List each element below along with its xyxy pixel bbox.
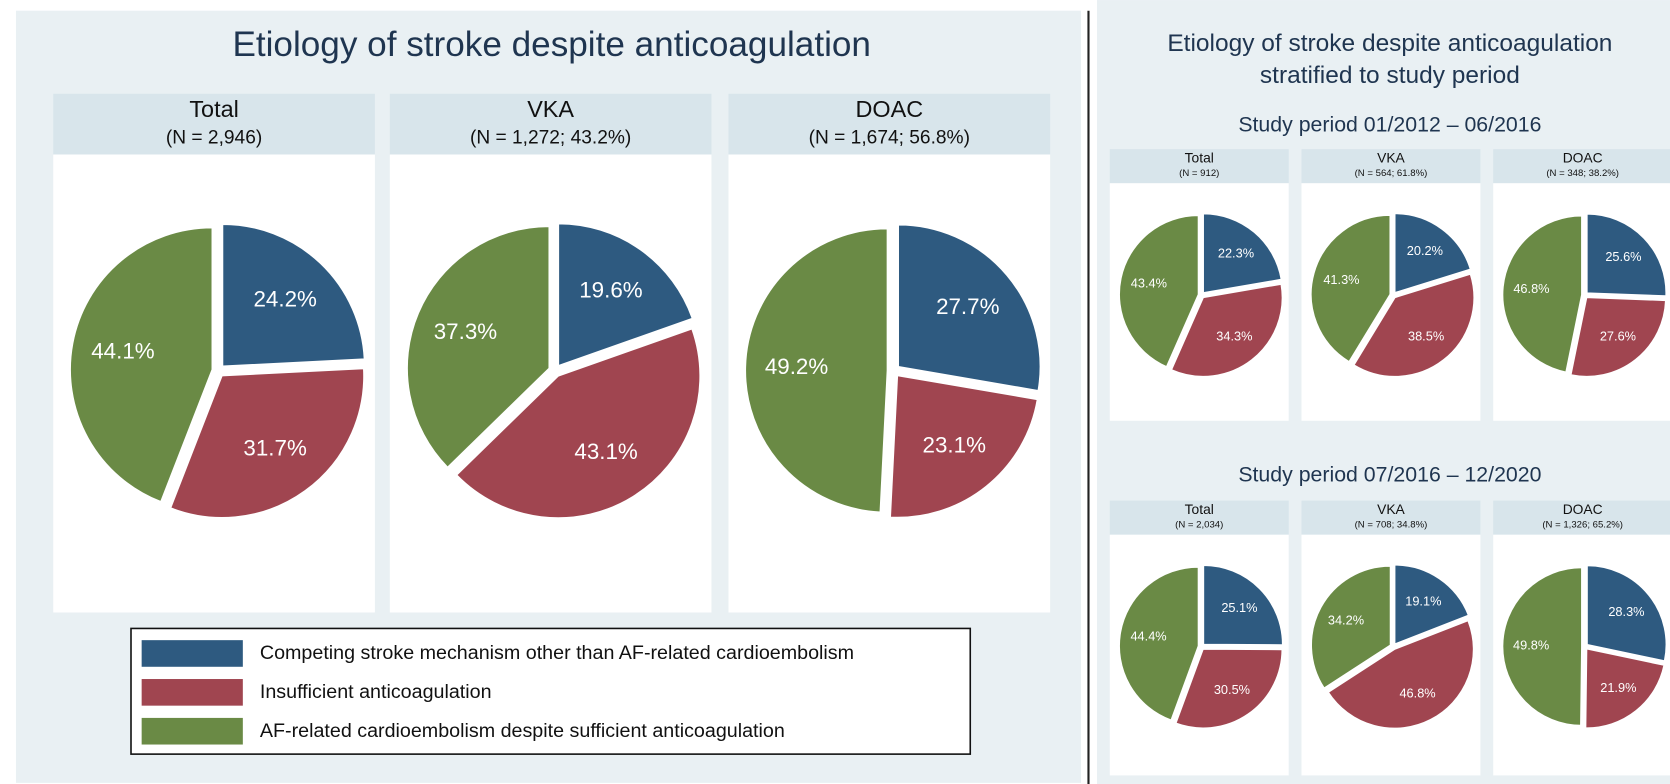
pie-slice bbox=[1310, 214, 1391, 363]
slice-label: 44.1% bbox=[91, 339, 155, 364]
slice-label: 38.5% bbox=[1408, 329, 1444, 344]
pie-subtitle: (N = 708; 34.8%) bbox=[1355, 520, 1428, 531]
slice-label: 19.6% bbox=[579, 277, 643, 302]
pie-slice bbox=[1118, 215, 1199, 368]
pie-title: Total bbox=[1185, 149, 1214, 165]
slice-label: 19.1% bbox=[1405, 594, 1441, 609]
slice-label: 43.4% bbox=[1131, 275, 1167, 290]
legend-label: AF-related cardioembolism despite suffic… bbox=[260, 720, 785, 742]
pie-slice bbox=[1502, 567, 1583, 726]
panel-header bbox=[728, 93, 1051, 155]
pie-slice bbox=[1327, 620, 1474, 729]
pie-subtitle: (N = 348; 38.2%) bbox=[1546, 168, 1619, 179]
slice-label: 41.3% bbox=[1323, 272, 1359, 287]
legend-label: Competing stroke mechanism other than AF… bbox=[260, 642, 854, 664]
slice-label: 37.3% bbox=[434, 319, 498, 344]
panel-header bbox=[1301, 500, 1481, 535]
panel-header bbox=[1109, 149, 1289, 184]
pie-subtitle: (N = 1,326; 65.2%) bbox=[1542, 520, 1623, 531]
pie-slice bbox=[1586, 565, 1667, 662]
pie-slice bbox=[170, 368, 365, 519]
pie-slice bbox=[1502, 215, 1583, 373]
pie-slice bbox=[1585, 648, 1665, 729]
pie-slice bbox=[1118, 566, 1199, 721]
slice-label: 49.8% bbox=[1513, 638, 1549, 653]
slice-label: 25.6% bbox=[1605, 249, 1641, 264]
main-title: Etiology of stroke despite anticoagulati… bbox=[232, 25, 871, 64]
pie-subtitle: (N = 564; 61.8%) bbox=[1355, 168, 1428, 179]
slice-label: 22.3% bbox=[1218, 245, 1254, 260]
panel-header bbox=[1301, 149, 1481, 184]
pie-title: DOAC bbox=[855, 96, 923, 122]
pie-slice bbox=[1394, 564, 1470, 645]
pie-title: VKA bbox=[1377, 501, 1405, 517]
slice-label: 44.4% bbox=[1130, 629, 1166, 644]
slice-label: 25.1% bbox=[1221, 600, 1257, 615]
pie-slice bbox=[1175, 648, 1283, 729]
slice-label: 27.7% bbox=[936, 294, 1000, 319]
side-title: Etiology of stroke despite anticoagulati… bbox=[1167, 30, 1612, 57]
legend-swatch bbox=[141, 679, 243, 706]
pie-title: VKA bbox=[527, 96, 574, 122]
slice-label: 46.8% bbox=[1399, 686, 1435, 701]
pie-title: DOAC bbox=[1563, 149, 1603, 165]
pie-slice bbox=[1353, 273, 1475, 377]
legend-box bbox=[130, 627, 972, 755]
pie-title: Total bbox=[1185, 501, 1214, 517]
panel-header bbox=[1493, 149, 1670, 184]
slice-label: 27.6% bbox=[1600, 329, 1636, 344]
slice-label: 30.5% bbox=[1214, 682, 1250, 697]
slice-label: 28.3% bbox=[1608, 604, 1644, 619]
slice-label: 23.1% bbox=[923, 432, 987, 457]
period-title: Study period 07/2016 – 12/2020 bbox=[1238, 463, 1541, 487]
slice-label: 21.9% bbox=[1600, 680, 1636, 695]
pie-slice bbox=[1570, 297, 1667, 377]
pie-subtitle: (N = 2,034) bbox=[1175, 520, 1223, 531]
side-title: stratified to study period bbox=[1260, 62, 1520, 89]
pie-slice bbox=[558, 223, 693, 367]
pie-slice bbox=[69, 227, 213, 503]
pie-slice bbox=[1586, 213, 1667, 297]
slice-label: 20.2% bbox=[1407, 243, 1443, 258]
pie-slice bbox=[889, 375, 1038, 518]
pie-slice bbox=[745, 228, 888, 513]
legend-label: Insufficient anticoagulation bbox=[260, 681, 492, 703]
pie-slice bbox=[222, 223, 365, 367]
pie-title: Total bbox=[189, 96, 238, 122]
legend-swatch bbox=[141, 717, 243, 745]
pie-slice bbox=[1203, 564, 1283, 646]
slice-label: 34.3% bbox=[1216, 329, 1252, 344]
slice-label: 46.8% bbox=[1513, 281, 1549, 296]
period-title: Study period 01/2012 – 06/2016 bbox=[1238, 112, 1541, 136]
pie-slice bbox=[456, 328, 701, 519]
slice-label: 49.2% bbox=[765, 354, 829, 379]
pie-subtitle: (N = 912) bbox=[1179, 168, 1219, 179]
pie-slice bbox=[1170, 283, 1283, 377]
slice-label: 24.2% bbox=[254, 286, 318, 311]
panel-header bbox=[1493, 500, 1670, 535]
slice-label: 43.1% bbox=[574, 439, 638, 464]
pie-subtitle: (N = 2,946) bbox=[166, 128, 262, 149]
pie-slice bbox=[897, 224, 1041, 392]
slice-label: 34.2% bbox=[1328, 612, 1364, 627]
pie-subtitle: (N = 1,674; 56.8%) bbox=[809, 128, 970, 149]
pie-slice bbox=[1394, 213, 1471, 294]
pie-slice bbox=[1310, 565, 1391, 689]
pie-title: VKA bbox=[1377, 149, 1405, 165]
legend-swatch bbox=[141, 640, 243, 667]
pie-subtitle: (N = 1,272; 43.2%) bbox=[470, 128, 631, 149]
pie-title: DOAC bbox=[1563, 501, 1603, 517]
panel-header bbox=[1109, 500, 1289, 535]
pie-slice bbox=[1202, 213, 1282, 294]
panel-header bbox=[389, 93, 712, 155]
pie-slice bbox=[406, 226, 550, 468]
slice-label: 31.7% bbox=[243, 435, 307, 460]
panel-header bbox=[53, 93, 375, 155]
